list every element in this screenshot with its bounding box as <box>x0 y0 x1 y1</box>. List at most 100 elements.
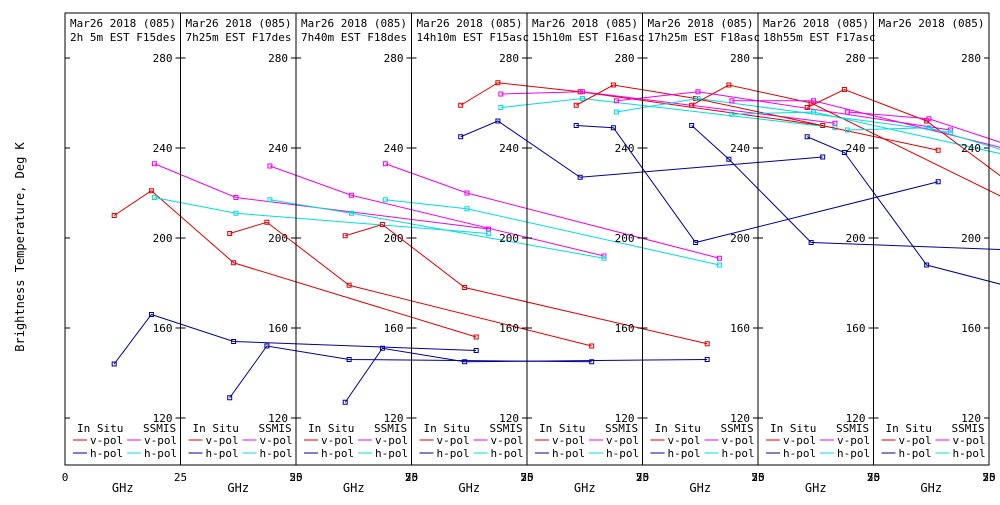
legend-insitu-vpol: v-pol <box>783 434 816 447</box>
legend-insitu-vpol: v-pol <box>206 434 239 447</box>
panel-title-date: Mar26 2018 (085) <box>532 17 638 30</box>
x-tick-label: 25 <box>174 471 187 484</box>
y-tick-label: 200 <box>730 232 750 245</box>
x-tick-label: 25 <box>289 471 302 484</box>
legend-ssmis-hpol: h-pol <box>722 447 755 460</box>
x-tick-label: 25 <box>867 471 880 484</box>
legend-ssmis-vpol: v-pol <box>260 434 293 447</box>
legend-ssmis-hpol: h-pol <box>837 447 870 460</box>
y-tick-label: 160 <box>846 322 866 335</box>
legend-ssmis-vpol: v-pol <box>606 434 639 447</box>
y-tick-label: 280 <box>730 52 750 65</box>
y-tick-label: 280 <box>153 52 173 65</box>
series-line-ssmis-hpol <box>385 200 719 265</box>
panel-title-time: 14h10m EST F15asc <box>417 31 530 44</box>
x-axis-label: GHz <box>112 481 134 495</box>
y-tick-label: 240 <box>846 142 866 155</box>
y-tick-label: 240 <box>268 142 288 155</box>
legend-insitu-hpol: h-pol <box>668 447 701 460</box>
legend-ssmis-hpol: h-pol <box>606 447 639 460</box>
y-tick-label: 160 <box>961 322 981 335</box>
panel-6: Mar26 2018 (085)17h25m EST F18asc1201602… <box>643 13 1000 495</box>
x-axis-label: GHz <box>458 481 480 495</box>
panel-title-time: 7h40m EST F18des <box>301 31 407 44</box>
legend-insitu-vpol: v-pol <box>321 434 354 447</box>
panel-title-date: Mar26 2018 (085) <box>70 17 176 30</box>
legend-insitu-vpol: v-pol <box>437 434 470 447</box>
legend-insitu-hpol: h-pol <box>552 447 585 460</box>
y-tick-label: 280 <box>499 52 519 65</box>
y-tick-label: 280 <box>384 52 404 65</box>
legend-ssmis-vpol: v-pol <box>953 434 986 447</box>
y-tick-label: 280 <box>615 52 635 65</box>
x-axis-label: GHz <box>227 481 249 495</box>
y-tick-label: 160 <box>615 322 635 335</box>
y-tick-label: 200 <box>499 232 519 245</box>
panel-title-date: Mar26 2018 (085) <box>763 17 869 30</box>
y-axis-label: Brightness Temperature, Deg K <box>13 141 27 351</box>
series-line-ssmis-vpol <box>270 166 604 256</box>
y-tick-label: 160 <box>384 322 404 335</box>
panel-title-time: 17h25m EST F18asc <box>648 31 761 44</box>
x-tick-label: 25 <box>982 471 995 484</box>
panel-title-date: Mar26 2018 (085) <box>648 17 754 30</box>
x-tick-label: 0 <box>62 471 69 484</box>
legend-ssmis-vpol: v-pol <box>491 434 524 447</box>
legend-insitu-hpol: h-pol <box>783 447 816 460</box>
legend-insitu-vpol: v-pol <box>899 434 932 447</box>
legend-insitu-hpol: h-pol <box>90 447 123 460</box>
legend-insitu-vpol: v-pol <box>668 434 701 447</box>
series-line-insitu-hpol <box>345 348 707 402</box>
legend-insitu-vpol: v-pol <box>552 434 585 447</box>
series-line-insitu-vpol <box>576 85 938 150</box>
series-line-ssmis-hpol <box>616 99 950 133</box>
x-tick-label: 25 <box>751 471 764 484</box>
y-tick-label: 280 <box>846 52 866 65</box>
y-tick-label: 280 <box>961 52 981 65</box>
legend-insitu-hpol: h-pol <box>321 447 354 460</box>
legend-ssmis-hpol: h-pol <box>375 447 408 460</box>
legend-ssmis-vpol: v-pol <box>722 434 755 447</box>
legend-ssmis-vpol: v-pol <box>375 434 408 447</box>
legend-ssmis-hpol: h-pol <box>491 447 524 460</box>
legend-ssmis-hpol: h-pol <box>144 447 177 460</box>
series-line-ssmis-hpol <box>847 128 1000 205</box>
x-axis-label: GHz <box>574 481 596 495</box>
y-tick-label: 200 <box>615 232 635 245</box>
legend-insitu-hpol: h-pol <box>206 447 239 460</box>
panel-title-time: 18h55m EST F17asc <box>763 31 876 44</box>
y-tick-label: 240 <box>961 142 981 155</box>
panel-title-time: 2h 5m EST F15des <box>70 31 176 44</box>
panel-title-date: Mar26 2018 (085) <box>417 17 523 30</box>
x-tick-label: 25 <box>636 471 649 484</box>
legend-ssmis-hpol: h-pol <box>953 447 986 460</box>
legend-insitu-vpol: v-pol <box>90 434 123 447</box>
x-tick-label: 25 <box>520 471 533 484</box>
series-line-ssmis-vpol <box>501 92 835 124</box>
legend-insitu-hpol: h-pol <box>899 447 932 460</box>
x-axis-label: GHz <box>689 481 711 495</box>
y-tick-label: 160 <box>499 322 519 335</box>
series-line-ssmis-hpol <box>154 198 488 234</box>
series-line-ssmis-vpol <box>154 164 488 229</box>
y-tick-label: 280 <box>268 52 288 65</box>
panel-title-date: Mar26 2018 (085) <box>301 17 407 30</box>
y-tick-label: 240 <box>499 142 519 155</box>
panel-title-time: 7h25m EST F17des <box>186 31 292 44</box>
y-tick-label: 200 <box>961 232 981 245</box>
y-tick-label: 160 <box>268 322 288 335</box>
legend-insitu-hpol: h-pol <box>437 447 470 460</box>
y-tick-label: 240 <box>384 142 404 155</box>
y-tick-label: 160 <box>730 322 750 335</box>
y-tick-label: 200 <box>153 232 173 245</box>
y-tick-label: 160 <box>153 322 173 335</box>
series-line-ssmis-vpol <box>732 101 1000 164</box>
y-tick-label: 240 <box>153 142 173 155</box>
y-tick-label: 200 <box>268 232 288 245</box>
y-tick-label: 240 <box>730 142 750 155</box>
x-axis-label: GHz <box>343 481 365 495</box>
x-axis-label: GHz <box>920 481 942 495</box>
x-tick-label: 25 <box>405 471 418 484</box>
